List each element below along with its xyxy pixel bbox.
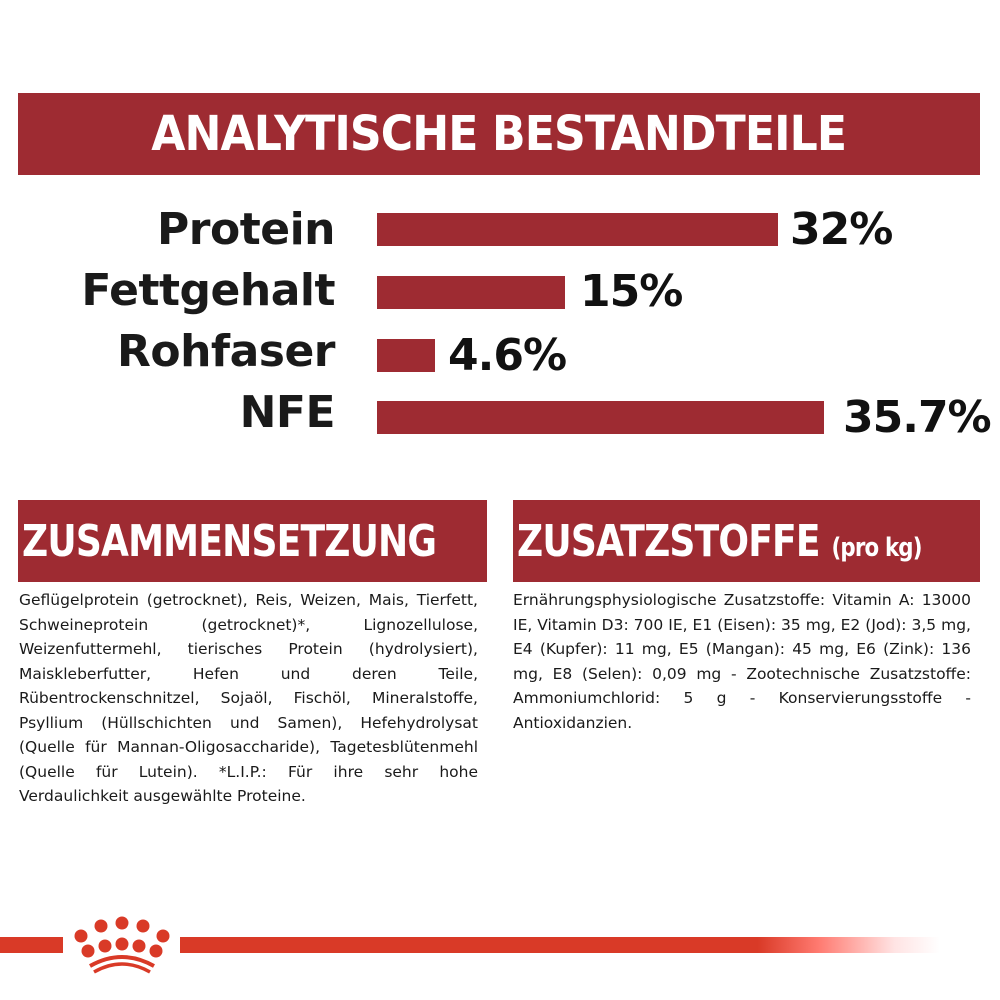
footer-line-right — [180, 937, 940, 953]
page-title: ANALYTISCHE BESTANDTEILE — [151, 106, 848, 162]
composition-heading: ZUSAMMENSETZUNG — [22, 515, 437, 567]
bar-nfe — [377, 401, 824, 434]
value-protein: 32% — [790, 204, 893, 255]
value-nfe: 35.7% — [843, 392, 992, 443]
composition-heading-banner: ZUSAMMENSETZUNG — [18, 500, 487, 582]
bar-protein — [377, 213, 778, 246]
label-fettgehalt: Fettgehalt — [81, 265, 335, 316]
label-rohfaser: Rohfaser — [117, 326, 336, 377]
bar-fettgehalt — [377, 276, 565, 309]
footer-line-left — [0, 937, 63, 953]
royal-canin-crown-icon — [74, 916, 170, 974]
additives-heading-banner: ZUSATZSTOFFE (pro kg) — [513, 500, 980, 582]
bar-rohfaser — [377, 339, 435, 372]
title-banner: ANALYTISCHE BESTANDTEILE — [18, 93, 980, 175]
label-protein: Protein — [157, 204, 335, 255]
additives-heading: ZUSATZSTOFFE — [517, 515, 821, 567]
value-rohfaser: 4.6% — [448, 330, 567, 381]
label-nfe: NFE — [239, 387, 336, 438]
value-fettgehalt: 15% — [580, 266, 683, 317]
additives-heading-suffix: (pro kg) — [831, 532, 922, 563]
composition-text: Geflügelprotein (getrocknet), Reis, Weiz… — [19, 591, 478, 805]
additives-text: Ernährungsphysiologische Zusatzstoffe: V… — [513, 591, 971, 732]
